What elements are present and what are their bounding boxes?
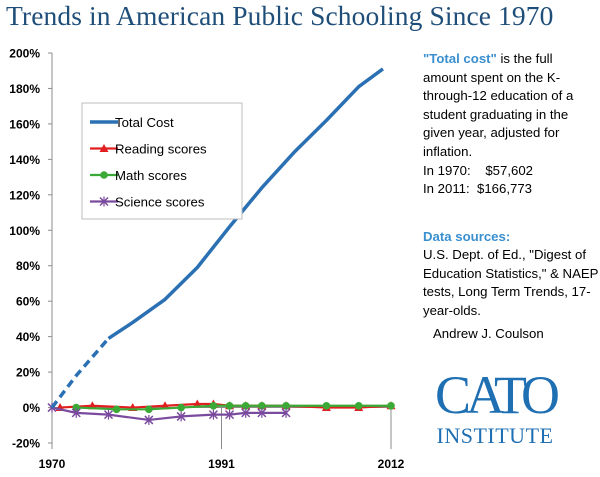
- series-line: [51, 406, 287, 422]
- legend-label: Reading scores: [115, 142, 207, 157]
- data-point: [176, 411, 186, 422]
- legend-label: Math scores: [115, 168, 187, 183]
- data-point: [257, 407, 267, 418]
- x-axis: 1970 1991 2012: [39, 407, 405, 471]
- y-tick-label: 120%: [9, 188, 40, 202]
- series-math-scores: [72, 401, 395, 414]
- data-point: [322, 401, 331, 410]
- y-tick-label: 60%: [16, 295, 40, 309]
- y-tick-label: 200%: [9, 47, 40, 61]
- data-point: [144, 414, 154, 425]
- author-credit: Andrew J. Coulson: [433, 326, 544, 341]
- data-point: [112, 405, 121, 414]
- logo-sub-text: INSTITUTE: [437, 423, 554, 446]
- data-point: [354, 401, 363, 410]
- y-tick-label: 80%: [16, 259, 40, 273]
- series-line: [76, 404, 391, 411]
- y-tick-label: 40%: [16, 330, 40, 344]
- series-line-dashed: [50, 337, 110, 409]
- cost-definition-note: "Total cost" is the full amount spent on…: [423, 50, 595, 199]
- data-point: [282, 401, 290, 410]
- x-tick-label: 1970: [39, 457, 66, 471]
- series-layer: [47, 67, 396, 425]
- note-highlight: "Total cost": [423, 51, 497, 66]
- data-point: [177, 403, 185, 412]
- data-point: [258, 401, 266, 410]
- cost-1970: In 1970: $57,602: [423, 162, 533, 178]
- note-text: is the full amount spent on the K-throug…: [423, 51, 574, 159]
- data-point: [225, 401, 234, 410]
- legend-swatch-marker: [99, 144, 109, 152]
- data-point: [208, 409, 218, 420]
- data-point: [103, 409, 114, 420]
- legend-swatch-marker: [100, 171, 108, 179]
- data-point: [145, 405, 153, 414]
- y-tick-label: 0%: [23, 401, 41, 415]
- legend: Total Cost Reading scores Math scores Scien…: [81, 102, 243, 220]
- x-tick-label: 1991: [208, 457, 235, 471]
- cost-2011: In 2011: $166,773: [423, 181, 533, 197]
- chart-title: Trends in American Public Schooling Sinc…: [6, 0, 554, 31]
- legend-label: Total Cost: [115, 115, 174, 130]
- sources-heading: Data sources:: [423, 229, 511, 244]
- x-tick-label: 2012: [378, 457, 405, 471]
- y-tick-label: 140%: [9, 153, 40, 167]
- data-point: [281, 407, 291, 418]
- y-tick-label: 160%: [9, 117, 40, 131]
- cato-institute-logo: CATO INSTITUTE: [435, 365, 563, 446]
- sources-text: U.S. Dept. of Ed., "Digest of Education …: [423, 247, 599, 318]
- y-tick-label: 180%: [9, 82, 40, 96]
- legend-swatch-marker: [99, 196, 109, 207]
- y-axis: 200% 180% 160% 140% 120% 100% 80% 60% 40% 20% 0% -2…: [9, 47, 53, 451]
- data-point: [387, 401, 395, 410]
- series-line: [107, 67, 384, 340]
- y-tick-label: 20%: [16, 366, 40, 380]
- data-point: [71, 407, 81, 418]
- y-tick-label: -20%: [12, 437, 40, 451]
- data-point: [72, 403, 81, 412]
- legend-label: Science scores: [115, 195, 205, 210]
- data-point: [225, 409, 235, 420]
- y-tick-label: 100%: [9, 224, 40, 238]
- data-point: [241, 407, 251, 418]
- logo-main-text: CATO: [435, 365, 558, 425]
- series-total-cost: [50, 67, 384, 409]
- data-point: [241, 401, 250, 410]
- data-point: [209, 401, 218, 410]
